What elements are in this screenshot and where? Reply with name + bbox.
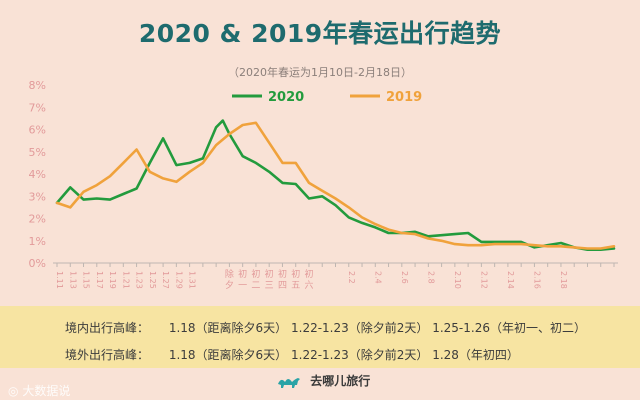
x-holiday-label: 初四 — [278, 268, 287, 291]
chart-subtitle: （2020年春运为1月10日-2月18日） — [228, 66, 412, 79]
overseas-peak-text: 1.18（距离除夕6天） 1.22-1.23（除夕前2天） 1.28（年初四） — [168, 348, 519, 362]
x-holiday-label: 初六 — [304, 268, 313, 291]
x-tick-label: 1.23 — [135, 271, 144, 289]
y-tick-label: 0% — [29, 257, 46, 270]
x-tick-label: 1.13 — [68, 271, 77, 289]
series-line-2019 — [55, 121, 616, 250]
brand-name: 去哪儿旅行 — [310, 374, 371, 388]
watermark-icon: ◎ — [8, 384, 19, 398]
x-tick-label: 1.21 — [121, 271, 130, 289]
x-holiday-label: 初三 — [265, 268, 274, 291]
domestic-peak-row: 境内出行高峰： 1.18（距离除夕6天） 1.22-1.23（除夕前2天） 1.… — [65, 319, 586, 336]
overseas-peak-row: 境外出行高峰： 1.18（距离除夕6天） 1.22-1.23（除夕前2天） 1.… — [65, 346, 519, 363]
y-tick-label: 7% — [29, 101, 46, 114]
peak-info-panel: 境内出行高峰： 1.18（距离除夕6天） 1.22-1.23（除夕前2天） 1.… — [0, 306, 640, 368]
x-holiday-label: 初五 — [291, 268, 300, 291]
watermark-text: 大数据说 — [22, 384, 71, 398]
x-tick-label: 2.18 — [559, 271, 568, 289]
x-tick-label: 2.4 — [373, 271, 382, 284]
x-tick-label: 1.19 — [108, 271, 117, 289]
x-holiday-label: 初一 — [238, 268, 247, 291]
x-holiday-label: 初二 — [251, 268, 260, 291]
y-tick-label: 3% — [29, 190, 46, 203]
overseas-peak-label: 境外出行高峰： — [65, 348, 150, 362]
domestic-peak-label: 境内出行高峰： — [65, 321, 150, 335]
x-tick-label: 2.14 — [506, 271, 515, 289]
brand-footer: 去哪儿旅行 — [276, 372, 370, 390]
x-tick-label: 2.12 — [479, 271, 488, 289]
x-tick-label: 1.25 — [148, 271, 157, 289]
x-tick-label: 1.11 — [55, 271, 64, 289]
x-tick-label: 2.8 — [426, 271, 435, 284]
series-line-2020 — [55, 119, 616, 251]
chart-title: 2020 & 2019年春运出行趋势 — [138, 19, 502, 48]
x-tick-label: 2.10 — [453, 271, 462, 289]
x-tick-label: 1.29 — [174, 271, 183, 289]
y-tick-label: 6% — [29, 124, 46, 137]
camel-logo-icon — [278, 377, 300, 388]
x-tick-label: 1.17 — [95, 271, 104, 289]
y-tick-label: 1% — [29, 235, 46, 248]
x-tick-label: 2.16 — [532, 271, 541, 289]
y-tick-label: 8% — [29, 79, 46, 92]
x-tick-label: 1.27 — [161, 271, 170, 289]
y-tick-label: 2% — [29, 213, 46, 226]
legend-label-2019: 2019 — [386, 90, 422, 105]
y-tick-label: 4% — [29, 168, 46, 181]
x-holiday-label: 除夕 — [225, 268, 234, 291]
x-tick-label: 2.6 — [400, 271, 409, 284]
x-tick-label: 2.2 — [347, 271, 356, 284]
watermark: ◎ 大数据说 — [8, 382, 70, 399]
x-tick-label: 1.31 — [188, 271, 197, 289]
domestic-peak-text: 1.18（距离除夕6天） 1.22-1.23（除夕前2天） 1.25-1.26（… — [168, 321, 586, 335]
legend-label-2020: 2020 — [268, 90, 304, 105]
y-tick-label: 5% — [29, 146, 46, 159]
x-tick-label: 1.15 — [82, 271, 91, 289]
